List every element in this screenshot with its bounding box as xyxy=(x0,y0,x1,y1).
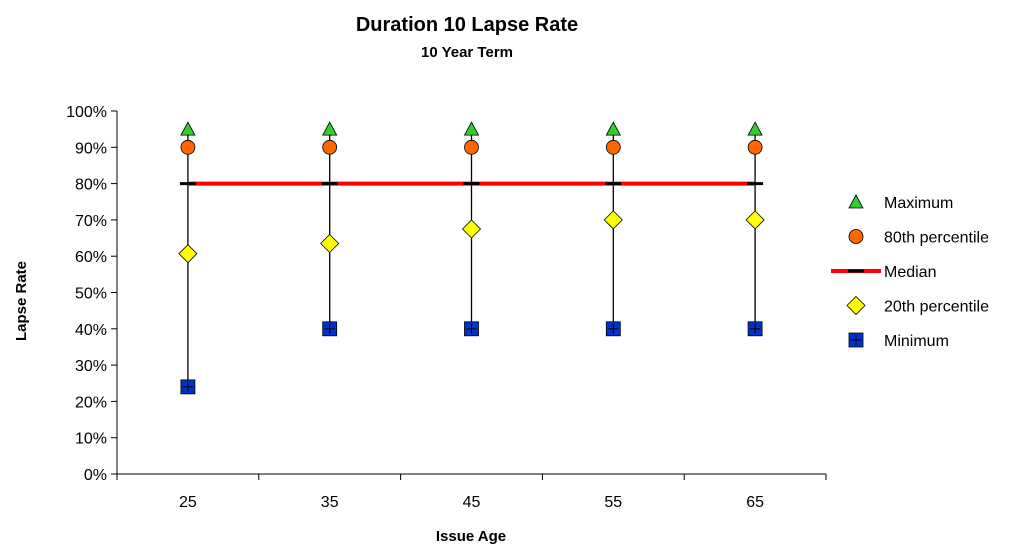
y-tick-label: 100% xyxy=(66,104,107,121)
legend-item: 80th percentile xyxy=(848,229,989,247)
x-tick-label: 25 xyxy=(179,494,197,511)
min-point xyxy=(605,321,621,337)
x-axis-title: Issue Age xyxy=(436,528,506,545)
legend-label: Minimum xyxy=(884,333,949,350)
min-point xyxy=(464,321,479,337)
y-tick-label: 60% xyxy=(75,249,107,266)
x-tick-label: 65 xyxy=(746,494,764,511)
p20-point xyxy=(320,233,340,254)
legend-item: Minimum xyxy=(848,332,949,350)
chart-title: Duration 10 Lapse Rate xyxy=(356,14,578,36)
p20-point xyxy=(603,210,623,230)
max-point xyxy=(180,121,196,136)
legend-marker xyxy=(848,194,864,209)
y-axis-title: Lapse Rate xyxy=(13,261,30,341)
legend-label: Maximum xyxy=(884,195,953,212)
y-tick-label: 10% xyxy=(75,431,107,448)
p20-point xyxy=(178,244,198,264)
p20-point xyxy=(745,210,765,230)
max-point xyxy=(605,121,621,136)
max-point xyxy=(463,121,480,136)
max-point xyxy=(747,121,763,136)
p80-point xyxy=(464,139,479,155)
min-point xyxy=(322,321,338,337)
legend-label: Median xyxy=(884,264,936,281)
min-point xyxy=(747,321,763,337)
x-tick-label: 45 xyxy=(463,494,481,511)
p80-point xyxy=(180,139,196,155)
plot-area: 0% 10% 20% 30% 40% 50% 60% 70% 80% 90% 100% 25 35 45 5… xyxy=(66,104,827,511)
chart-subtitle: 10 Year Term xyxy=(421,44,513,61)
y-tick-label: 40% xyxy=(75,322,107,339)
x-tick-label: 55 xyxy=(604,494,622,511)
legend: Maximum 80th percentile Median 20th percent… xyxy=(831,194,989,350)
min-point xyxy=(180,379,196,395)
y-tick-label: 80% xyxy=(75,177,107,194)
legend-label: 20th percentile xyxy=(884,299,989,316)
y-tick-label: 30% xyxy=(75,358,107,375)
legend-item: 20th percentile xyxy=(846,295,989,316)
y-tick-label: 0% xyxy=(84,467,107,484)
legend-marker xyxy=(848,229,864,244)
p80-point xyxy=(747,139,763,155)
y-tick-label: 50% xyxy=(75,286,107,303)
legend-marker xyxy=(848,332,864,348)
legend-label: 80th percentile xyxy=(884,230,989,247)
legend-item: Median xyxy=(831,264,936,281)
p20-point xyxy=(461,219,482,239)
max-point xyxy=(322,121,338,136)
legend-item: Maximum xyxy=(848,194,953,212)
x-tick-label: 35 xyxy=(321,494,339,511)
p80-point xyxy=(605,139,621,155)
y-tick-label: 90% xyxy=(75,140,107,157)
p80-point xyxy=(322,139,338,155)
legend-marker xyxy=(846,295,866,316)
y-tick-label: 70% xyxy=(75,213,107,230)
y-tick-label: 20% xyxy=(75,394,107,411)
